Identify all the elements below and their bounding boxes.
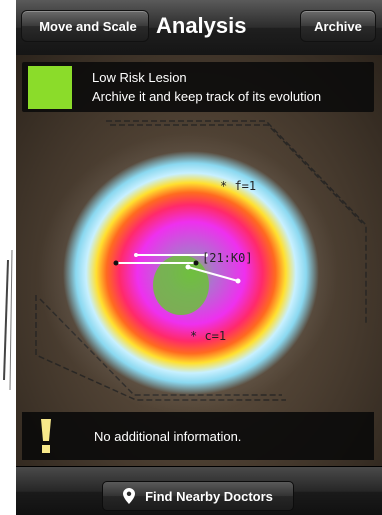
bottom-toolbar: Find Nearby Doctors xyxy=(16,466,382,515)
navigation-bar: Move and Scale Analysis Archive xyxy=(16,0,382,56)
info-banner: No additional information. xyxy=(22,412,374,460)
top-marker-label: * f=1 xyxy=(220,179,256,193)
info-text: No additional information. xyxy=(94,429,242,444)
risk-description: Archive it and keep track of its evoluti… xyxy=(92,89,322,104)
archive-button-label: Archive xyxy=(314,18,362,34)
lesion-analysis-image[interactable]: * f=1 [21:K0] * c=1 xyxy=(16,55,382,475)
adjacent-image-edge xyxy=(3,250,13,390)
risk-assessment-banner: Low Risk Lesion Archive it and keep trac… xyxy=(22,62,374,112)
heatmap-overlay: * f=1 [21:K0] * c=1 xyxy=(35,120,367,413)
archive-button[interactable]: Archive xyxy=(300,10,376,42)
risk-title: Low Risk Lesion xyxy=(92,70,187,85)
risk-color-swatch xyxy=(28,66,72,109)
find-nearby-doctors-button[interactable]: Find Nearby Doctors xyxy=(102,481,294,511)
back-button-label: Move and Scale xyxy=(39,18,137,34)
page-title: Analysis xyxy=(156,13,247,38)
app-screen: Move and Scale Analysis Archive xyxy=(16,0,382,515)
move-and-scale-back-button[interactable]: Move and Scale xyxy=(21,10,149,42)
bottom-marker-label: * c=1 xyxy=(190,329,226,343)
exclamation-icon xyxy=(41,419,51,453)
center-measure-label: [21:K0] xyxy=(202,251,253,265)
find-nearby-doctors-label: Find Nearby Doctors xyxy=(145,488,273,504)
location-pin-icon xyxy=(123,488,136,504)
